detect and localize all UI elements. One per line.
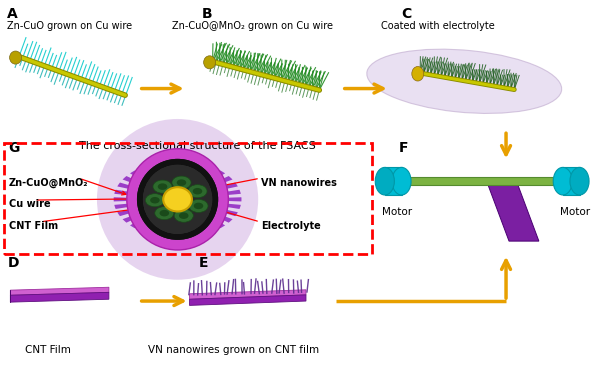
Text: Zn-CuO@MnO₂ grown on Cu wire: Zn-CuO@MnO₂ grown on Cu wire [172, 21, 332, 31]
Wedge shape [122, 176, 137, 184]
Ellipse shape [412, 67, 424, 81]
Ellipse shape [143, 165, 212, 234]
Ellipse shape [367, 49, 562, 113]
Wedge shape [122, 215, 137, 223]
Ellipse shape [97, 119, 258, 280]
Wedge shape [211, 220, 225, 228]
Ellipse shape [193, 188, 202, 194]
Text: C: C [401, 7, 412, 21]
Ellipse shape [188, 185, 207, 198]
Wedge shape [113, 197, 127, 201]
Wedge shape [223, 210, 238, 216]
Ellipse shape [158, 183, 167, 190]
Text: A: A [7, 7, 18, 21]
Ellipse shape [174, 209, 193, 222]
Ellipse shape [203, 56, 215, 69]
Wedge shape [115, 204, 128, 209]
Wedge shape [117, 210, 132, 216]
Text: Zn-CuO grown on Cu wire: Zn-CuO grown on Cu wire [7, 21, 133, 31]
Text: The cross-sectional structure of the FSACS: The cross-sectional structure of the FSA… [79, 141, 316, 151]
Text: B: B [202, 7, 212, 21]
Polygon shape [10, 287, 109, 295]
Wedge shape [194, 227, 205, 236]
Wedge shape [227, 190, 241, 195]
Text: G: G [8, 141, 20, 155]
Polygon shape [190, 295, 306, 305]
Wedge shape [139, 166, 152, 175]
Wedge shape [150, 163, 161, 172]
Polygon shape [190, 290, 306, 299]
Wedge shape [218, 215, 233, 223]
Text: CNT Film: CNT Film [8, 221, 58, 231]
Ellipse shape [172, 176, 191, 189]
Wedge shape [174, 160, 181, 168]
Text: Coated with electrolyte: Coated with electrolyte [380, 21, 494, 31]
Ellipse shape [155, 206, 174, 220]
Wedge shape [185, 161, 193, 169]
Text: Cu wire: Cu wire [8, 199, 50, 209]
Wedge shape [211, 171, 225, 179]
Text: F: F [398, 141, 408, 155]
Ellipse shape [127, 149, 229, 250]
Ellipse shape [177, 179, 186, 186]
Wedge shape [130, 220, 143, 228]
Ellipse shape [137, 159, 218, 240]
Ellipse shape [392, 167, 411, 195]
Ellipse shape [375, 167, 394, 195]
Wedge shape [223, 183, 238, 189]
Polygon shape [488, 185, 539, 241]
Wedge shape [227, 204, 241, 209]
Text: Electrolyte: Electrolyte [261, 221, 321, 231]
Text: VN nanowires grown on CNT film: VN nanowires grown on CNT film [148, 345, 319, 355]
Wedge shape [162, 229, 170, 238]
Ellipse shape [143, 165, 212, 234]
Wedge shape [174, 230, 181, 238]
Ellipse shape [145, 194, 164, 207]
Ellipse shape [10, 51, 22, 64]
Wedge shape [162, 161, 170, 169]
Ellipse shape [163, 187, 192, 212]
Text: D: D [7, 255, 19, 270]
Wedge shape [139, 224, 152, 233]
Wedge shape [130, 171, 143, 179]
Wedge shape [185, 229, 193, 238]
Bar [563, 167, 580, 195]
Text: VN nanowires: VN nanowires [261, 178, 337, 187]
Ellipse shape [194, 203, 203, 209]
Wedge shape [203, 166, 216, 175]
Text: E: E [199, 255, 208, 270]
Wedge shape [218, 176, 233, 184]
Wedge shape [150, 227, 161, 236]
Polygon shape [10, 292, 109, 302]
Bar [385, 167, 401, 195]
Ellipse shape [137, 159, 218, 240]
Ellipse shape [189, 199, 208, 212]
Text: Zn-CuO@MnO₂: Zn-CuO@MnO₂ [8, 178, 88, 188]
Wedge shape [194, 163, 205, 172]
Wedge shape [228, 197, 241, 201]
Ellipse shape [160, 210, 169, 216]
Text: Motor: Motor [382, 207, 413, 217]
Ellipse shape [153, 180, 172, 193]
Wedge shape [115, 190, 128, 195]
Ellipse shape [179, 212, 188, 219]
Wedge shape [203, 224, 216, 233]
Bar [401, 177, 563, 185]
Text: Motor: Motor [560, 207, 590, 217]
Ellipse shape [570, 167, 589, 195]
Ellipse shape [150, 197, 160, 203]
Ellipse shape [553, 167, 572, 195]
Wedge shape [117, 183, 132, 189]
Text: CNT Film: CNT Film [25, 345, 71, 355]
